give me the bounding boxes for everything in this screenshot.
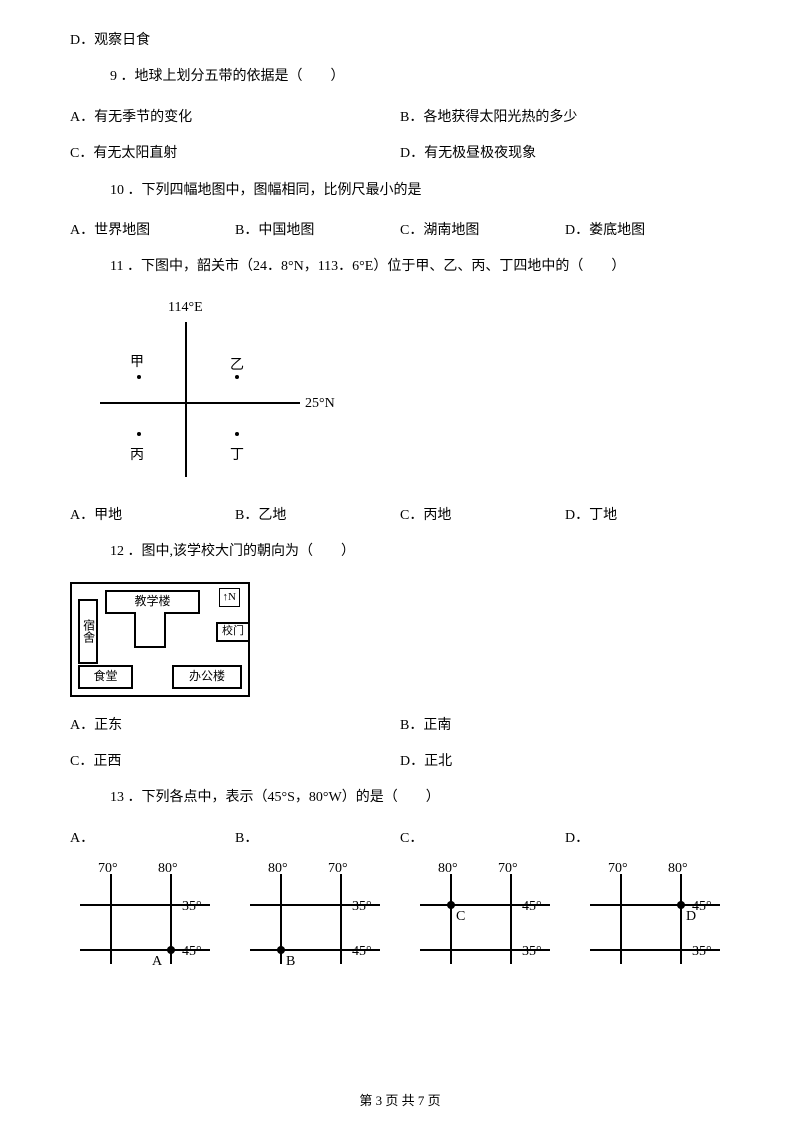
q11-diagram: 114°E 25°N 甲 乙 丙 丁: [90, 297, 730, 487]
q13-a: A．: [70, 828, 235, 850]
gc-lat2: 35°: [522, 941, 542, 963]
grid-b: 80° 70° 35° 45° B: [240, 864, 390, 964]
gb-lat1: 35°: [352, 896, 372, 918]
gd-lon2: 80°: [668, 858, 688, 880]
gc-lat1: 45°: [522, 896, 542, 918]
q11-options: A．甲地 B．乙地 C．丙地 D．丁地: [70, 505, 730, 527]
q11-sw-label: 丙: [130, 445, 144, 467]
grid-d: 70° 80° 45° 35° D: [580, 864, 730, 964]
grid-c: 80° 70° 45° 35° C: [410, 864, 560, 964]
q11-ne-dot: [235, 375, 239, 379]
gb-lon2: 70°: [328, 858, 348, 880]
gb-lon1: 80°: [268, 858, 288, 880]
q13-letters: A． B． C． D．: [70, 828, 730, 850]
q11-stem: 11 ．下图中，韶关市（24．8°N，113．6°E）位于甲、乙、丙、丁四地中的…: [70, 256, 730, 278]
q12-diagram: ↑N 宿舍 教学楼 校门 食堂 办公楼: [70, 582, 730, 697]
grid-a: 70° 80° 35° 45° A: [70, 864, 220, 964]
ga-point: [167, 946, 175, 954]
gc-lon1: 80°: [438, 858, 458, 880]
north-arrow: ↑N: [219, 588, 240, 608]
q8-option-d: D．观察日食: [70, 30, 730, 52]
gb-point: [277, 946, 285, 954]
q12-stem: 12 ．图中,该学校大门的朝向为（ ）: [70, 541, 730, 563]
ga-pt-label: A: [152, 951, 162, 973]
q12-b: B．正南: [400, 715, 730, 737]
q10-a: A．世界地图: [70, 220, 235, 242]
gb-lat2: 45°: [352, 941, 372, 963]
gd-lat2: 35°: [692, 941, 712, 963]
q11-parallel: [100, 402, 300, 404]
q10-b: B．中国地图: [235, 220, 400, 242]
ga-lon2: 80°: [158, 858, 178, 880]
gd-pt-label: D: [686, 906, 696, 928]
q11-nw-label: 甲: [130, 352, 144, 374]
q11-b: B．乙地: [235, 505, 400, 527]
q9-a: A．有无季节的变化: [70, 107, 400, 129]
gate: 校门: [216, 622, 248, 642]
gc-lon2: 70°: [498, 858, 518, 880]
q9-c: C．有无太阳直射: [70, 143, 400, 165]
q9-row1: A．有无季节的变化 B．各地获得太阳光热的多少: [70, 107, 730, 129]
ga-lon1: 70°: [98, 858, 118, 880]
q12-c: C．正西: [70, 751, 400, 773]
q11-se-label: 丁: [230, 445, 244, 467]
q11-lat-label: 25°N: [305, 393, 335, 415]
q9-row2: C．有无太阳直射 D．有无极昼极夜现象: [70, 143, 730, 165]
q12-row1: A．正东 B．正南: [70, 715, 730, 737]
ga-lat2: 45°: [182, 941, 202, 963]
q11-sw-dot: [137, 432, 141, 436]
ga-lat1: 35°: [182, 896, 202, 918]
gd-lon1: 70°: [608, 858, 628, 880]
canteen-building: 食堂: [78, 665, 133, 689]
q11-meridian: [185, 322, 187, 477]
q13-stem: 13 ．下列各点中，表示（45°S，80°W）的是（ ）: [70, 787, 730, 809]
gb-pt-label: B: [286, 951, 295, 973]
q11-a: A．甲地: [70, 505, 235, 527]
q11-ne-label: 乙: [230, 355, 244, 377]
q9-b: B．各地获得太阳光热的多少: [400, 107, 730, 129]
q13-d: D．: [565, 828, 730, 850]
q13-grids: 70° 80° 35° 45° A 80° 70° 35° 45° B 80° …: [70, 864, 730, 964]
q12-d: D．正北: [400, 751, 730, 773]
q9-d: D．有无极昼极夜现象: [400, 143, 730, 165]
teach-building: 教学楼: [105, 590, 200, 614]
q10-c: C．湖南地图: [400, 220, 565, 242]
q11-nw-dot: [137, 375, 141, 379]
q11-se-dot: [235, 432, 239, 436]
q10-stem: 10 ．下列四幅地图中，图幅相同，比例尺最小的是: [70, 180, 730, 202]
q12-row2: C．正西 D．正北: [70, 751, 730, 773]
page-footer: 第 3 页 共 7 页: [70, 1091, 730, 1112]
gc-point: [447, 901, 455, 909]
teach-building-stem: [134, 612, 166, 648]
q13-c: C．: [400, 828, 565, 850]
q11-d: D．丁地: [565, 505, 730, 527]
q11-c: C．丙地: [400, 505, 565, 527]
dorm-building: 宿舍: [78, 599, 98, 664]
q10-options: A．世界地图 B．中国地图 C．湖南地图 D．娄底地图: [70, 220, 730, 242]
q11-lon-label: 114°E: [168, 297, 203, 319]
q13-b: B．: [235, 828, 400, 850]
gc-pt-label: C: [456, 906, 465, 928]
q10-d: D．娄底地图: [565, 220, 730, 242]
gd-point: [677, 901, 685, 909]
q9-stem: 9 ．地球上划分五带的依据是（ ）: [70, 66, 730, 88]
q12-a: A．正东: [70, 715, 400, 737]
office-building: 办公楼: [172, 665, 242, 689]
